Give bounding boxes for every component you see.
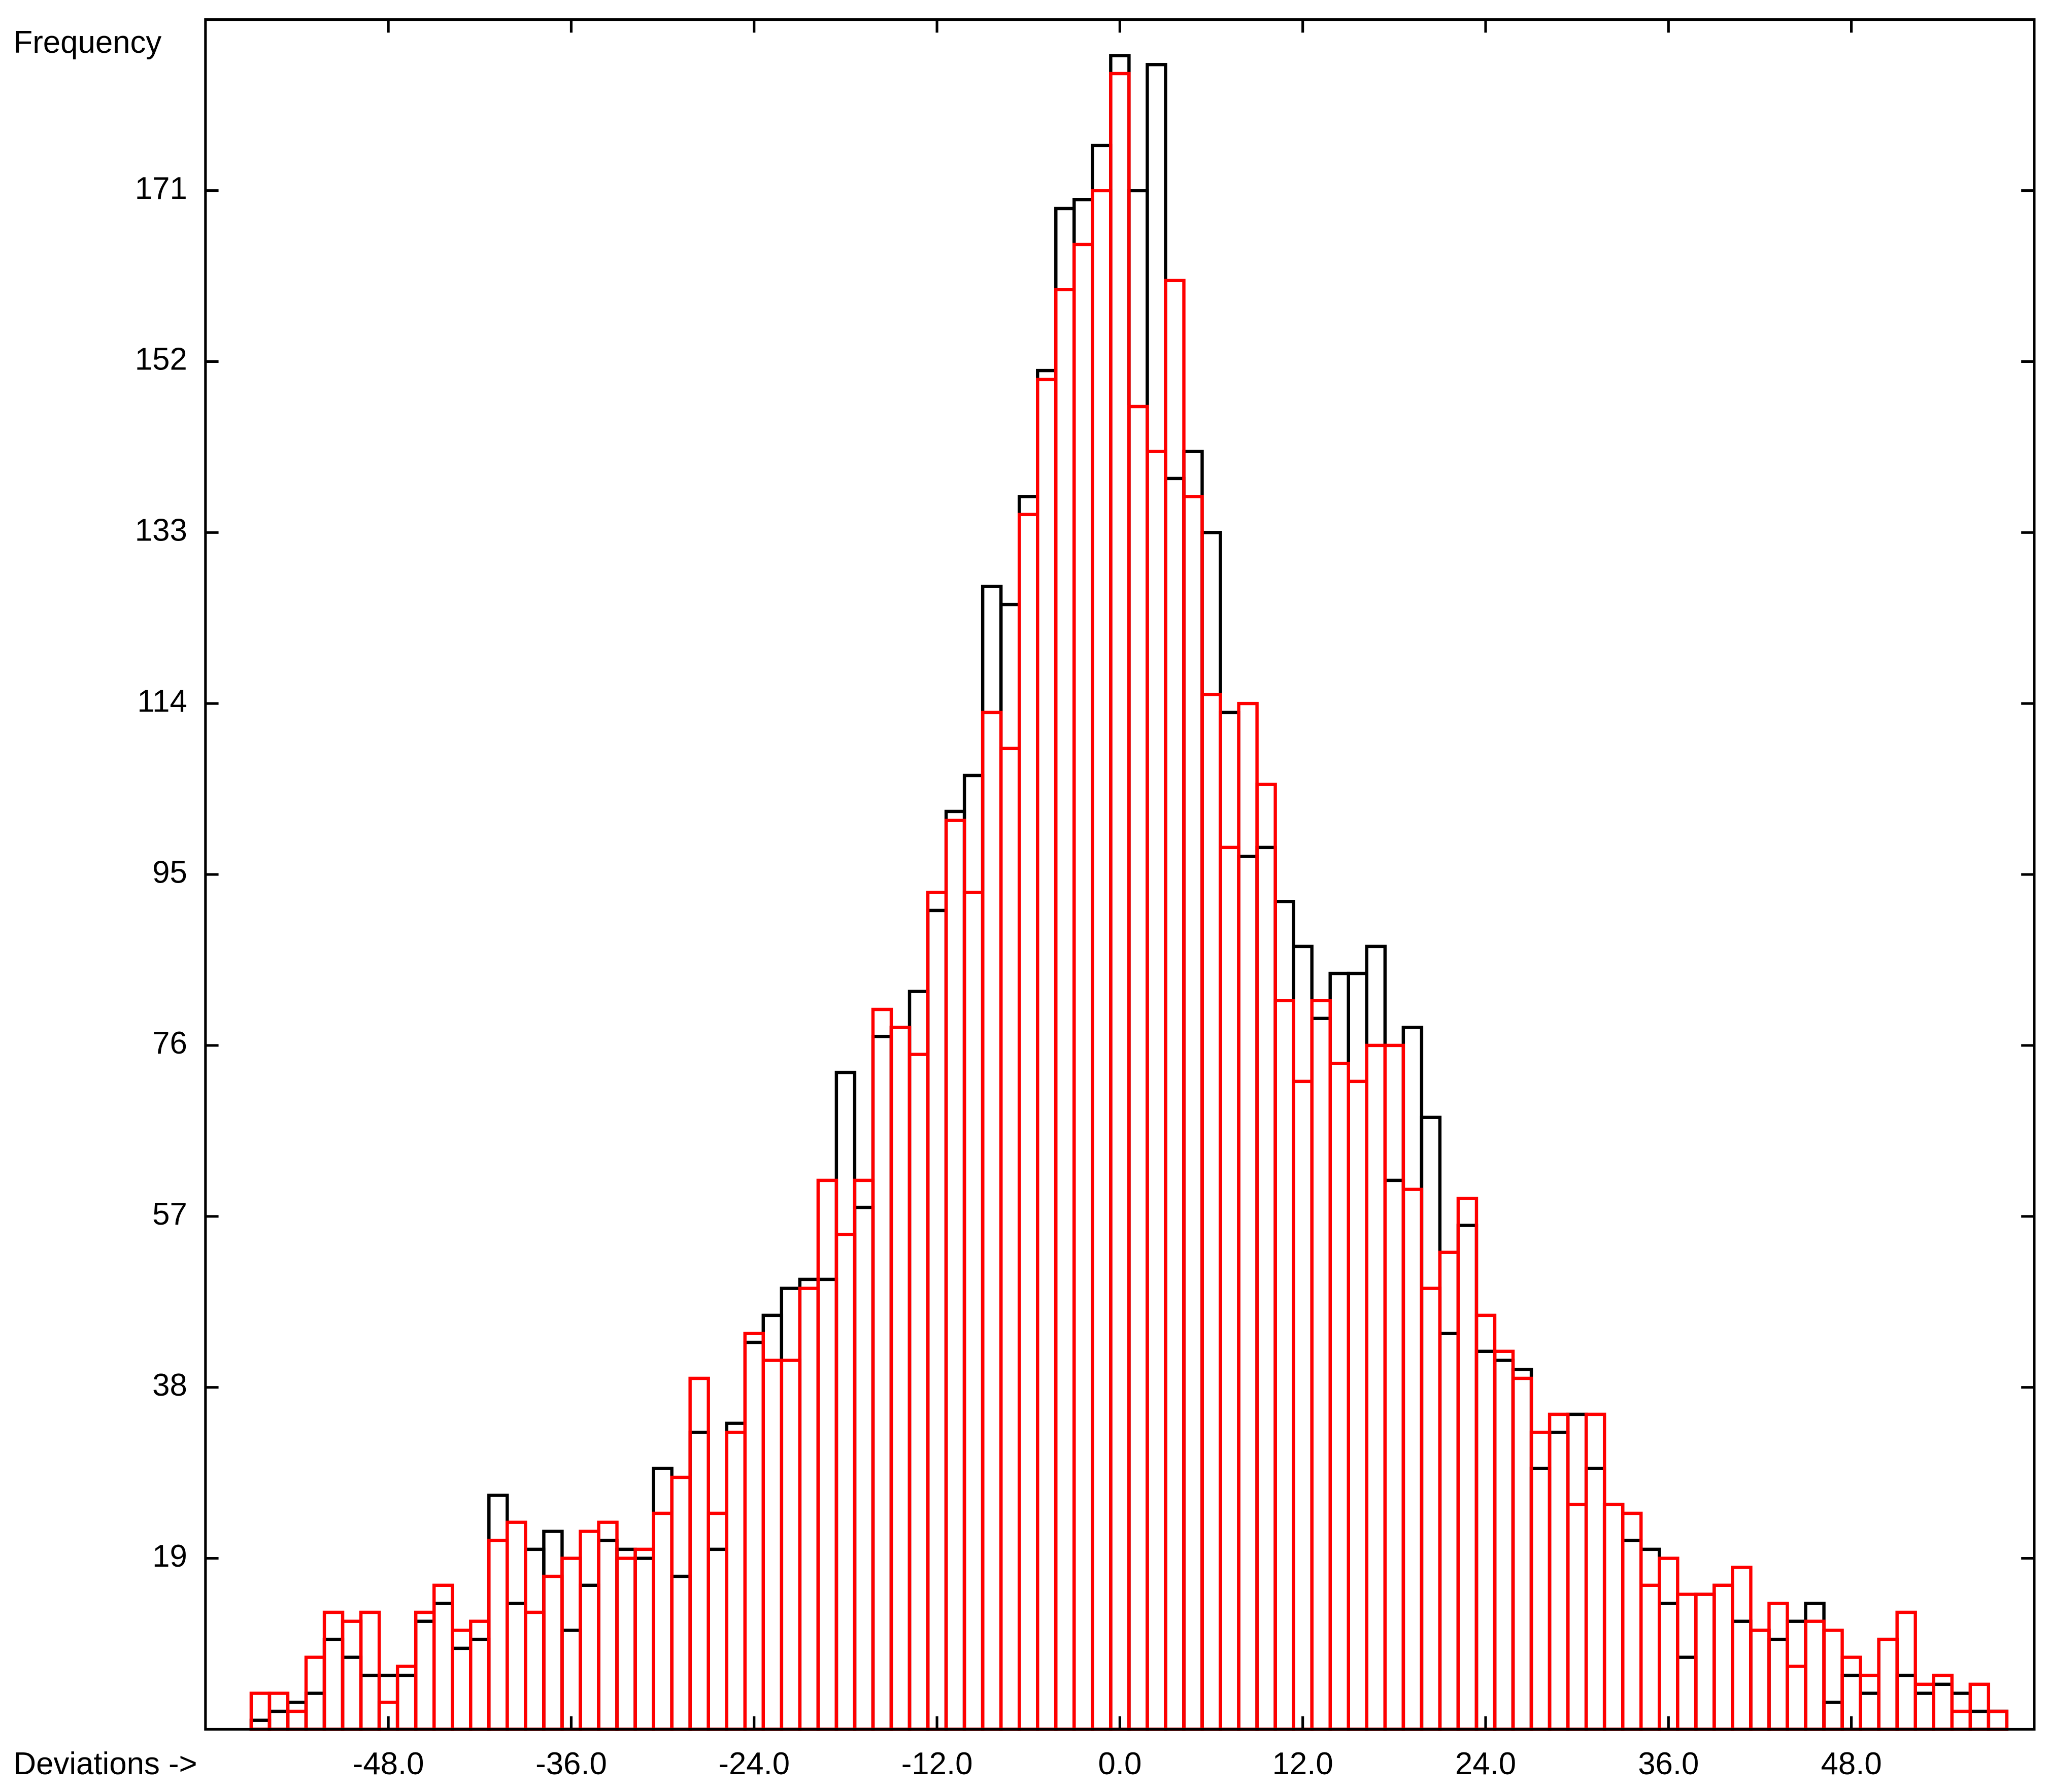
y-axis-label: Frequency bbox=[14, 25, 162, 60]
x-tick-label: -12.0 bbox=[901, 1746, 973, 1781]
x-tick-label: 36.0 bbox=[1638, 1746, 1699, 1781]
y-tick-label: 95 bbox=[152, 855, 187, 890]
y-tick-label: 152 bbox=[135, 342, 187, 377]
x-tick-label: -24.0 bbox=[718, 1746, 790, 1781]
x-tick-label: -48.0 bbox=[353, 1746, 424, 1781]
y-tick-label: 171 bbox=[135, 171, 187, 206]
y-tick-label: 19 bbox=[152, 1539, 187, 1574]
x-tick-label: 24.0 bbox=[1455, 1746, 1516, 1781]
x-tick-label: 12.0 bbox=[1272, 1746, 1333, 1781]
y-tick-label: 114 bbox=[137, 684, 187, 719]
x-tick-label: 48.0 bbox=[1821, 1746, 1882, 1781]
y-tick-label: 38 bbox=[152, 1368, 187, 1403]
x-axis-label: Deviations -> bbox=[14, 1746, 197, 1781]
y-tick-label: 133 bbox=[135, 513, 187, 548]
x-tick-label: 0.0 bbox=[1098, 1746, 1141, 1781]
y-tick-label: 57 bbox=[152, 1197, 187, 1232]
y-tick-label: 76 bbox=[152, 1026, 187, 1061]
x-tick-label: -36.0 bbox=[535, 1746, 607, 1781]
